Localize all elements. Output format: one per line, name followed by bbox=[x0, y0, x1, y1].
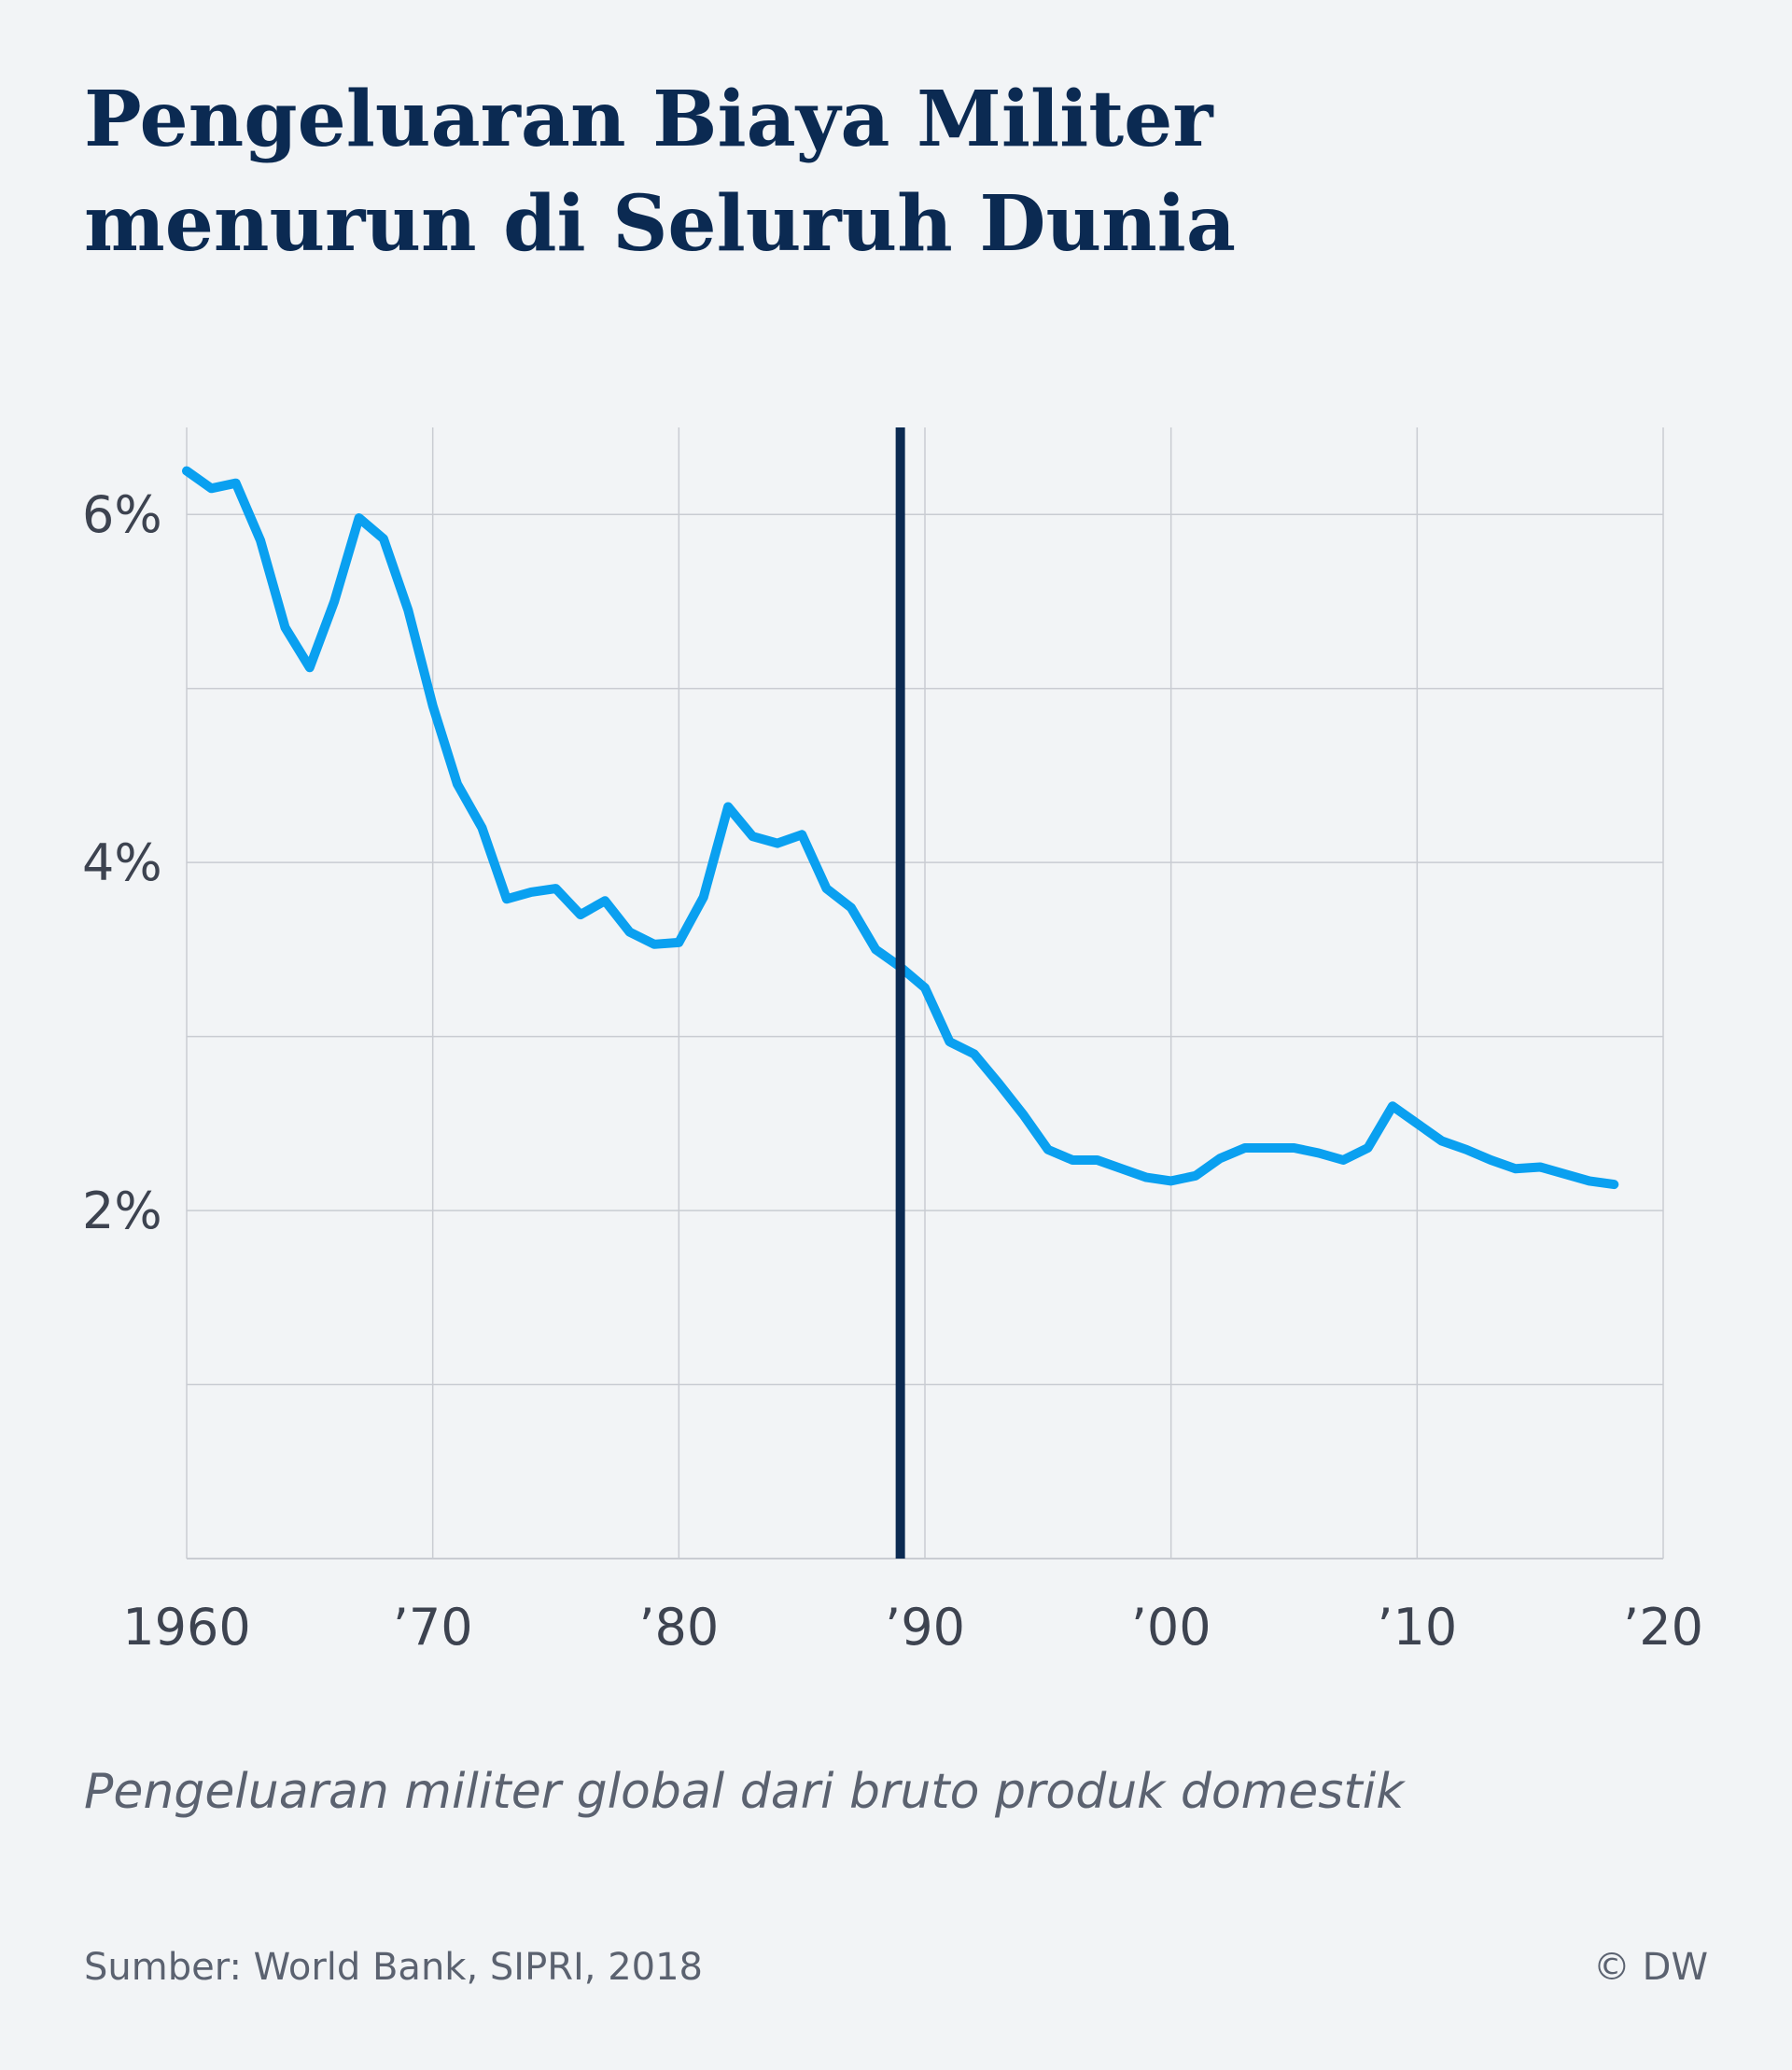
x-tick-label: ’90 bbox=[885, 1598, 965, 1657]
y-tick-label: 2% bbox=[82, 1182, 162, 1240]
line-chart: 1960 ’70 ’80 ’90 ’00 ’10 ’20 2% 4% 6% bbox=[82, 427, 1703, 1657]
x-tick-label: ’00 bbox=[1131, 1598, 1211, 1657]
grid bbox=[186, 427, 1664, 1559]
x-tick-label: ’70 bbox=[393, 1598, 473, 1657]
x-tick-label: ’10 bbox=[1377, 1598, 1457, 1657]
x-tick-label: ’80 bbox=[638, 1598, 719, 1657]
y-tick-label: 6% bbox=[82, 485, 162, 544]
chart-title-line-2: menurun di Seluruh Dunia bbox=[84, 179, 1236, 269]
source-note: Sumber: World Bank, SIPRI, 2018 bbox=[84, 1946, 704, 1989]
x-tick-label: ’20 bbox=[1623, 1598, 1703, 1657]
chart-subtitle: Pengeluaran militer global dari bruto pr… bbox=[84, 1764, 1405, 1820]
copyright-label: © DW bbox=[1592, 1946, 1708, 1989]
chart-title: Pengeluaran Biaya Militer menurun di Sel… bbox=[84, 67, 1671, 276]
x-tick-label: 1960 bbox=[122, 1598, 250, 1657]
axis-labels: 1960 ’70 ’80 ’90 ’00 ’10 ’20 2% 4% 6% bbox=[82, 485, 1703, 1657]
chart-title-line-1: Pengeluaran Biaya Militer bbox=[84, 75, 1213, 164]
y-tick-label: 4% bbox=[82, 833, 162, 892]
